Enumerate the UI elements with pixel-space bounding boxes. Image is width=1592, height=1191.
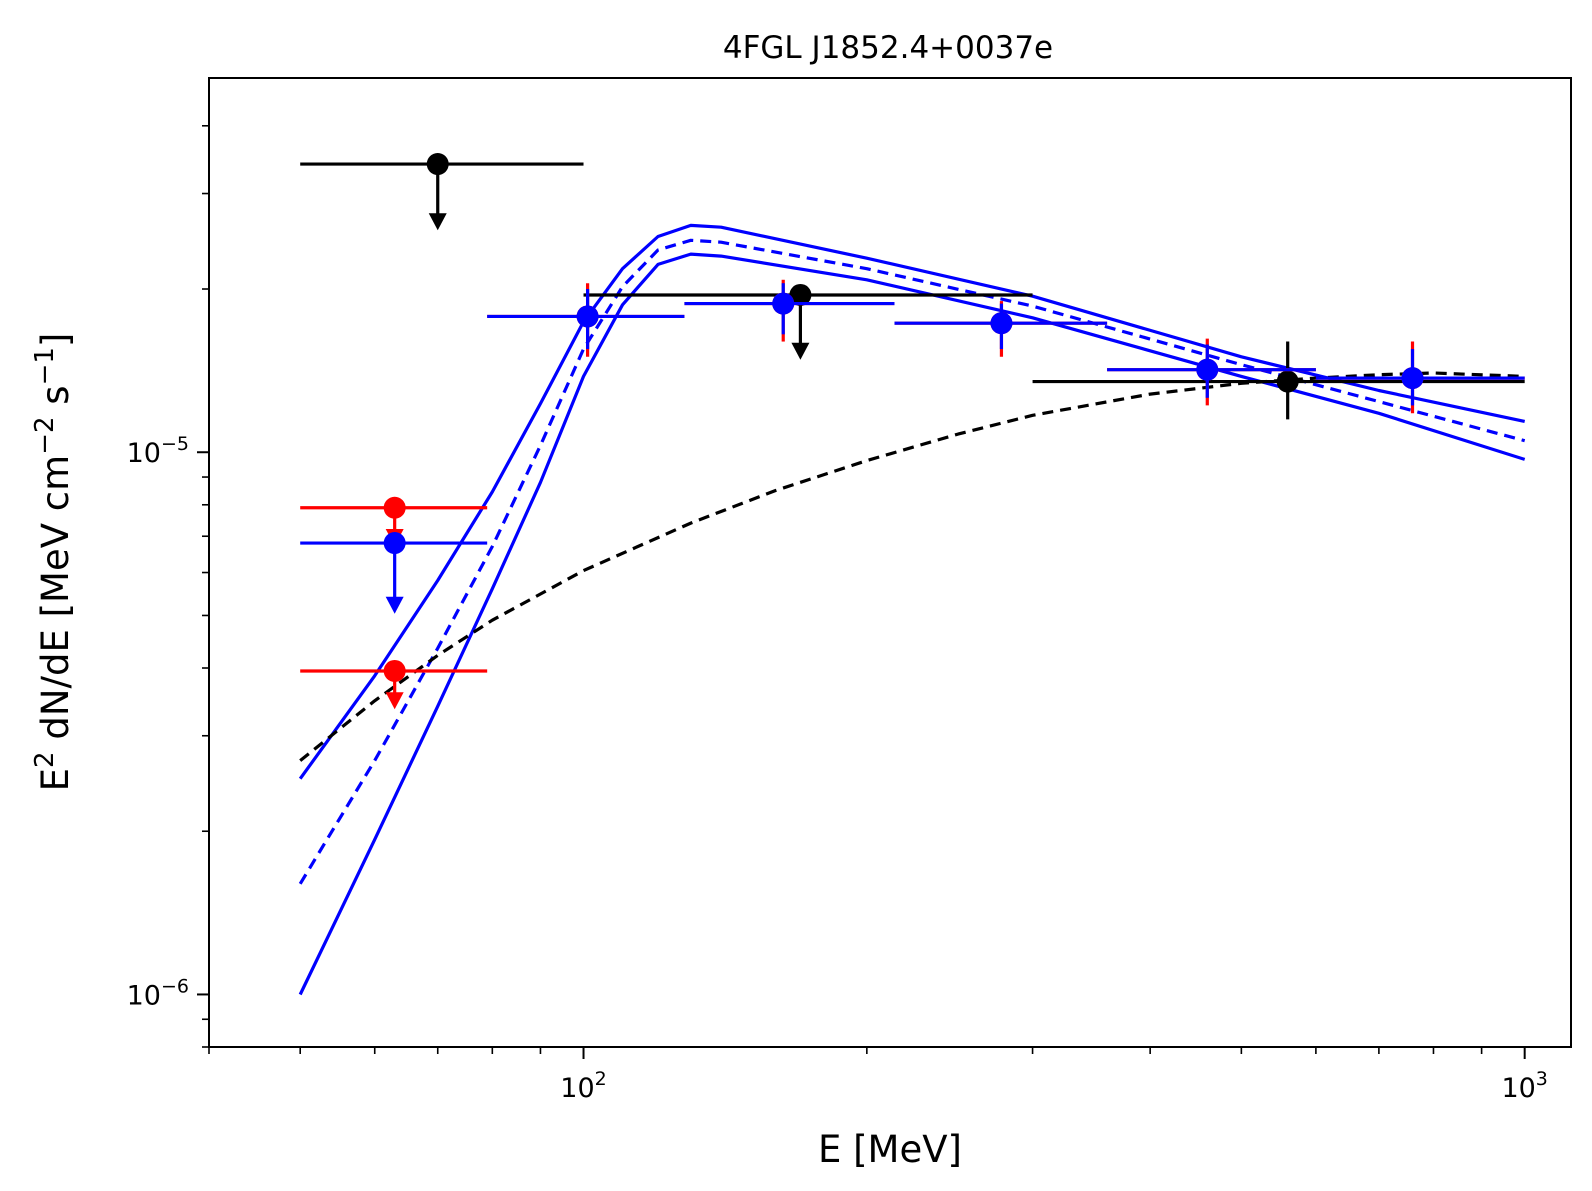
model-best-fit xyxy=(298,238,1526,885)
data-marker xyxy=(383,659,406,682)
data-point-black xyxy=(300,153,584,231)
x-axis-ticks: 102 103 xyxy=(208,1047,1548,1104)
model-upper-band xyxy=(298,223,1526,780)
upper-limit-arrowhead xyxy=(428,213,447,231)
upper-limit-arrowhead xyxy=(385,596,404,614)
data-marker xyxy=(772,292,795,315)
plot-area xyxy=(298,153,1526,996)
y-axis-ticks: 10−6 10−5 xyxy=(127,124,209,1048)
axes: 102 103 10−6 10−5 xyxy=(127,124,1548,1104)
data-marker xyxy=(990,312,1013,335)
model-curves xyxy=(298,223,1526,996)
data-marker xyxy=(426,153,449,176)
data-point-blue xyxy=(684,283,895,335)
x-axis-label: E [MeV] xyxy=(818,1128,962,1171)
data-marker xyxy=(789,283,812,306)
data-marker xyxy=(576,305,599,328)
x-tick-label: 103 xyxy=(1501,1068,1547,1104)
chart-title: 4FGL J1852.4+0037e xyxy=(723,30,1053,66)
x-tick-label: 102 xyxy=(560,1068,606,1104)
data-marker xyxy=(1196,358,1219,381)
data-point-blue xyxy=(487,289,685,350)
black-dashed-model xyxy=(299,371,1525,762)
data-point-black xyxy=(1032,341,1525,420)
data-marker xyxy=(383,532,406,555)
data-point-blue xyxy=(894,303,1108,350)
y-tick-label: 10−5 xyxy=(127,433,189,469)
data-marker xyxy=(1401,367,1424,390)
model-lower-band xyxy=(298,252,1526,996)
axes-frame xyxy=(208,77,1572,1048)
data-point-blue xyxy=(1315,349,1525,406)
data-point-blue xyxy=(1107,344,1316,398)
y-tick-label: 10−6 xyxy=(127,975,189,1011)
data-points xyxy=(300,153,1525,710)
upper-limit-arrowhead xyxy=(385,692,404,710)
upper-limit-arrowhead xyxy=(791,342,810,360)
data-point-red xyxy=(300,659,488,710)
y-axis-label: E2 dN/dE [MeV cm−2 s−1] xyxy=(30,333,77,792)
data-marker xyxy=(1276,370,1299,393)
data-point-blue xyxy=(300,532,488,614)
data-marker xyxy=(383,496,406,519)
